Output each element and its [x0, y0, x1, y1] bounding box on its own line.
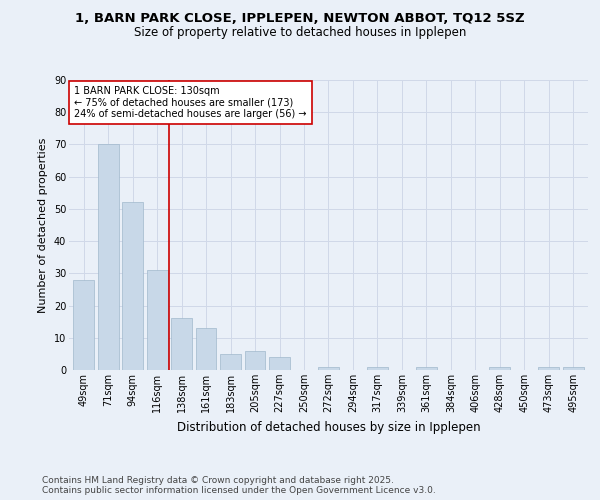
Bar: [196, 328, 217, 370]
X-axis label: Distribution of detached houses by size in Ipplepen: Distribution of detached houses by size …: [176, 420, 481, 434]
Bar: [563, 367, 584, 370]
Bar: [269, 357, 290, 370]
Y-axis label: Number of detached properties: Number of detached properties: [38, 138, 48, 312]
Bar: [98, 144, 119, 370]
Text: 1 BARN PARK CLOSE: 130sqm
← 75% of detached houses are smaller (173)
24% of semi: 1 BARN PARK CLOSE: 130sqm ← 75% of detac…: [74, 86, 307, 119]
Text: 1, BARN PARK CLOSE, IPPLEPEN, NEWTON ABBOT, TQ12 5SZ: 1, BARN PARK CLOSE, IPPLEPEN, NEWTON ABB…: [75, 12, 525, 26]
Bar: [245, 350, 265, 370]
Bar: [220, 354, 241, 370]
Bar: [171, 318, 192, 370]
Bar: [416, 367, 437, 370]
Bar: [318, 367, 339, 370]
Bar: [367, 367, 388, 370]
Bar: [73, 280, 94, 370]
Text: Contains HM Land Registry data © Crown copyright and database right 2025.
Contai: Contains HM Land Registry data © Crown c…: [42, 476, 436, 495]
Bar: [538, 367, 559, 370]
Bar: [122, 202, 143, 370]
Bar: [490, 367, 510, 370]
Text: Size of property relative to detached houses in Ipplepen: Size of property relative to detached ho…: [134, 26, 466, 39]
Bar: [147, 270, 167, 370]
